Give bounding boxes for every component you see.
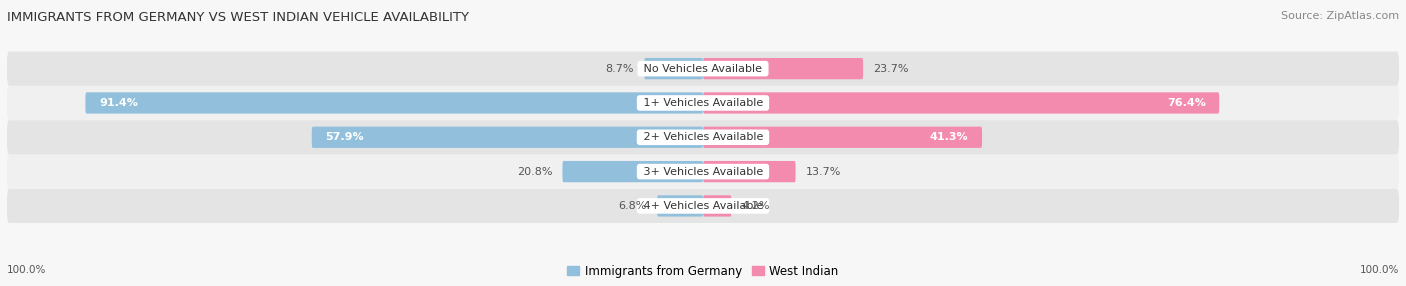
Legend: Immigrants from Germany, West Indian: Immigrants from Germany, West Indian — [562, 260, 844, 282]
Text: 57.9%: 57.9% — [325, 132, 364, 142]
Text: 6.8%: 6.8% — [619, 201, 647, 211]
FancyBboxPatch shape — [657, 195, 703, 217]
Text: 100.0%: 100.0% — [7, 265, 46, 275]
Text: 100.0%: 100.0% — [1360, 265, 1399, 275]
Text: 41.3%: 41.3% — [929, 132, 969, 142]
FancyBboxPatch shape — [562, 161, 703, 182]
Text: 20.8%: 20.8% — [517, 167, 553, 176]
Text: 91.4%: 91.4% — [98, 98, 138, 108]
Text: 4+ Vehicles Available: 4+ Vehicles Available — [640, 201, 766, 211]
Text: 2+ Vehicles Available: 2+ Vehicles Available — [640, 132, 766, 142]
FancyBboxPatch shape — [7, 120, 1399, 154]
Text: 8.7%: 8.7% — [606, 64, 634, 74]
Text: No Vehicles Available: No Vehicles Available — [640, 64, 766, 74]
FancyBboxPatch shape — [86, 92, 703, 114]
FancyBboxPatch shape — [312, 127, 703, 148]
FancyBboxPatch shape — [7, 51, 1399, 86]
Text: 23.7%: 23.7% — [873, 64, 908, 74]
Text: 4.2%: 4.2% — [741, 201, 770, 211]
FancyBboxPatch shape — [644, 58, 703, 79]
FancyBboxPatch shape — [703, 127, 981, 148]
Text: 76.4%: 76.4% — [1167, 98, 1206, 108]
FancyBboxPatch shape — [703, 92, 1219, 114]
FancyBboxPatch shape — [7, 86, 1399, 120]
FancyBboxPatch shape — [703, 195, 731, 217]
Text: IMMIGRANTS FROM GERMANY VS WEST INDIAN VEHICLE AVAILABILITY: IMMIGRANTS FROM GERMANY VS WEST INDIAN V… — [7, 11, 470, 24]
Text: 1+ Vehicles Available: 1+ Vehicles Available — [640, 98, 766, 108]
FancyBboxPatch shape — [703, 161, 796, 182]
FancyBboxPatch shape — [7, 189, 1399, 223]
Text: 3+ Vehicles Available: 3+ Vehicles Available — [640, 167, 766, 176]
Text: 13.7%: 13.7% — [806, 167, 841, 176]
FancyBboxPatch shape — [7, 154, 1399, 189]
Text: Source: ZipAtlas.com: Source: ZipAtlas.com — [1281, 11, 1399, 21]
FancyBboxPatch shape — [703, 58, 863, 79]
